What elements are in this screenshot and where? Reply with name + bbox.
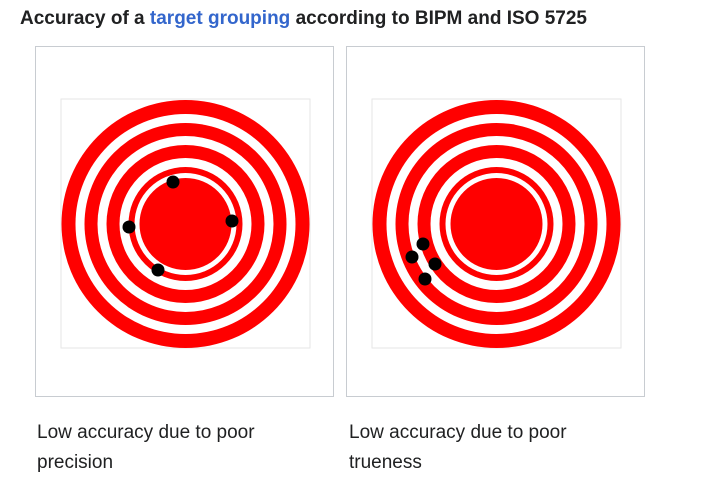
shot-mark (151, 263, 165, 277)
title-prefix: Accuracy of a (20, 8, 150, 29)
figure-panel-poor-precision (35, 46, 334, 397)
shot-mark (225, 214, 239, 228)
shot-mark (418, 272, 432, 286)
shot-mark (166, 175, 180, 189)
page-title: Accuracy of a target grouping according … (20, 6, 587, 32)
shot-group (122, 175, 239, 277)
target-rings (61, 100, 310, 348)
shot-mark (428, 257, 442, 271)
shot-mark (416, 237, 430, 251)
shot-mark (122, 220, 136, 234)
caption-poor-precision: Low accuracy due to poor precision (37, 422, 255, 473)
bullseye (450, 178, 543, 270)
title-suffix: according to BIPM and ISO 5725 (290, 8, 587, 29)
shot-group (405, 237, 442, 286)
target-rings (372, 100, 621, 348)
figure-panel-poor-trueness (346, 46, 645, 397)
target-image-poor-trueness (371, 98, 622, 349)
target-grouping-link[interactable]: target grouping (149, 8, 291, 29)
caption-poor-trueness: Low accuracy due to poor trueness (349, 422, 567, 473)
bullseye (139, 178, 232, 270)
target-image-poor-precision (60, 98, 311, 349)
shot-mark (405, 250, 419, 264)
